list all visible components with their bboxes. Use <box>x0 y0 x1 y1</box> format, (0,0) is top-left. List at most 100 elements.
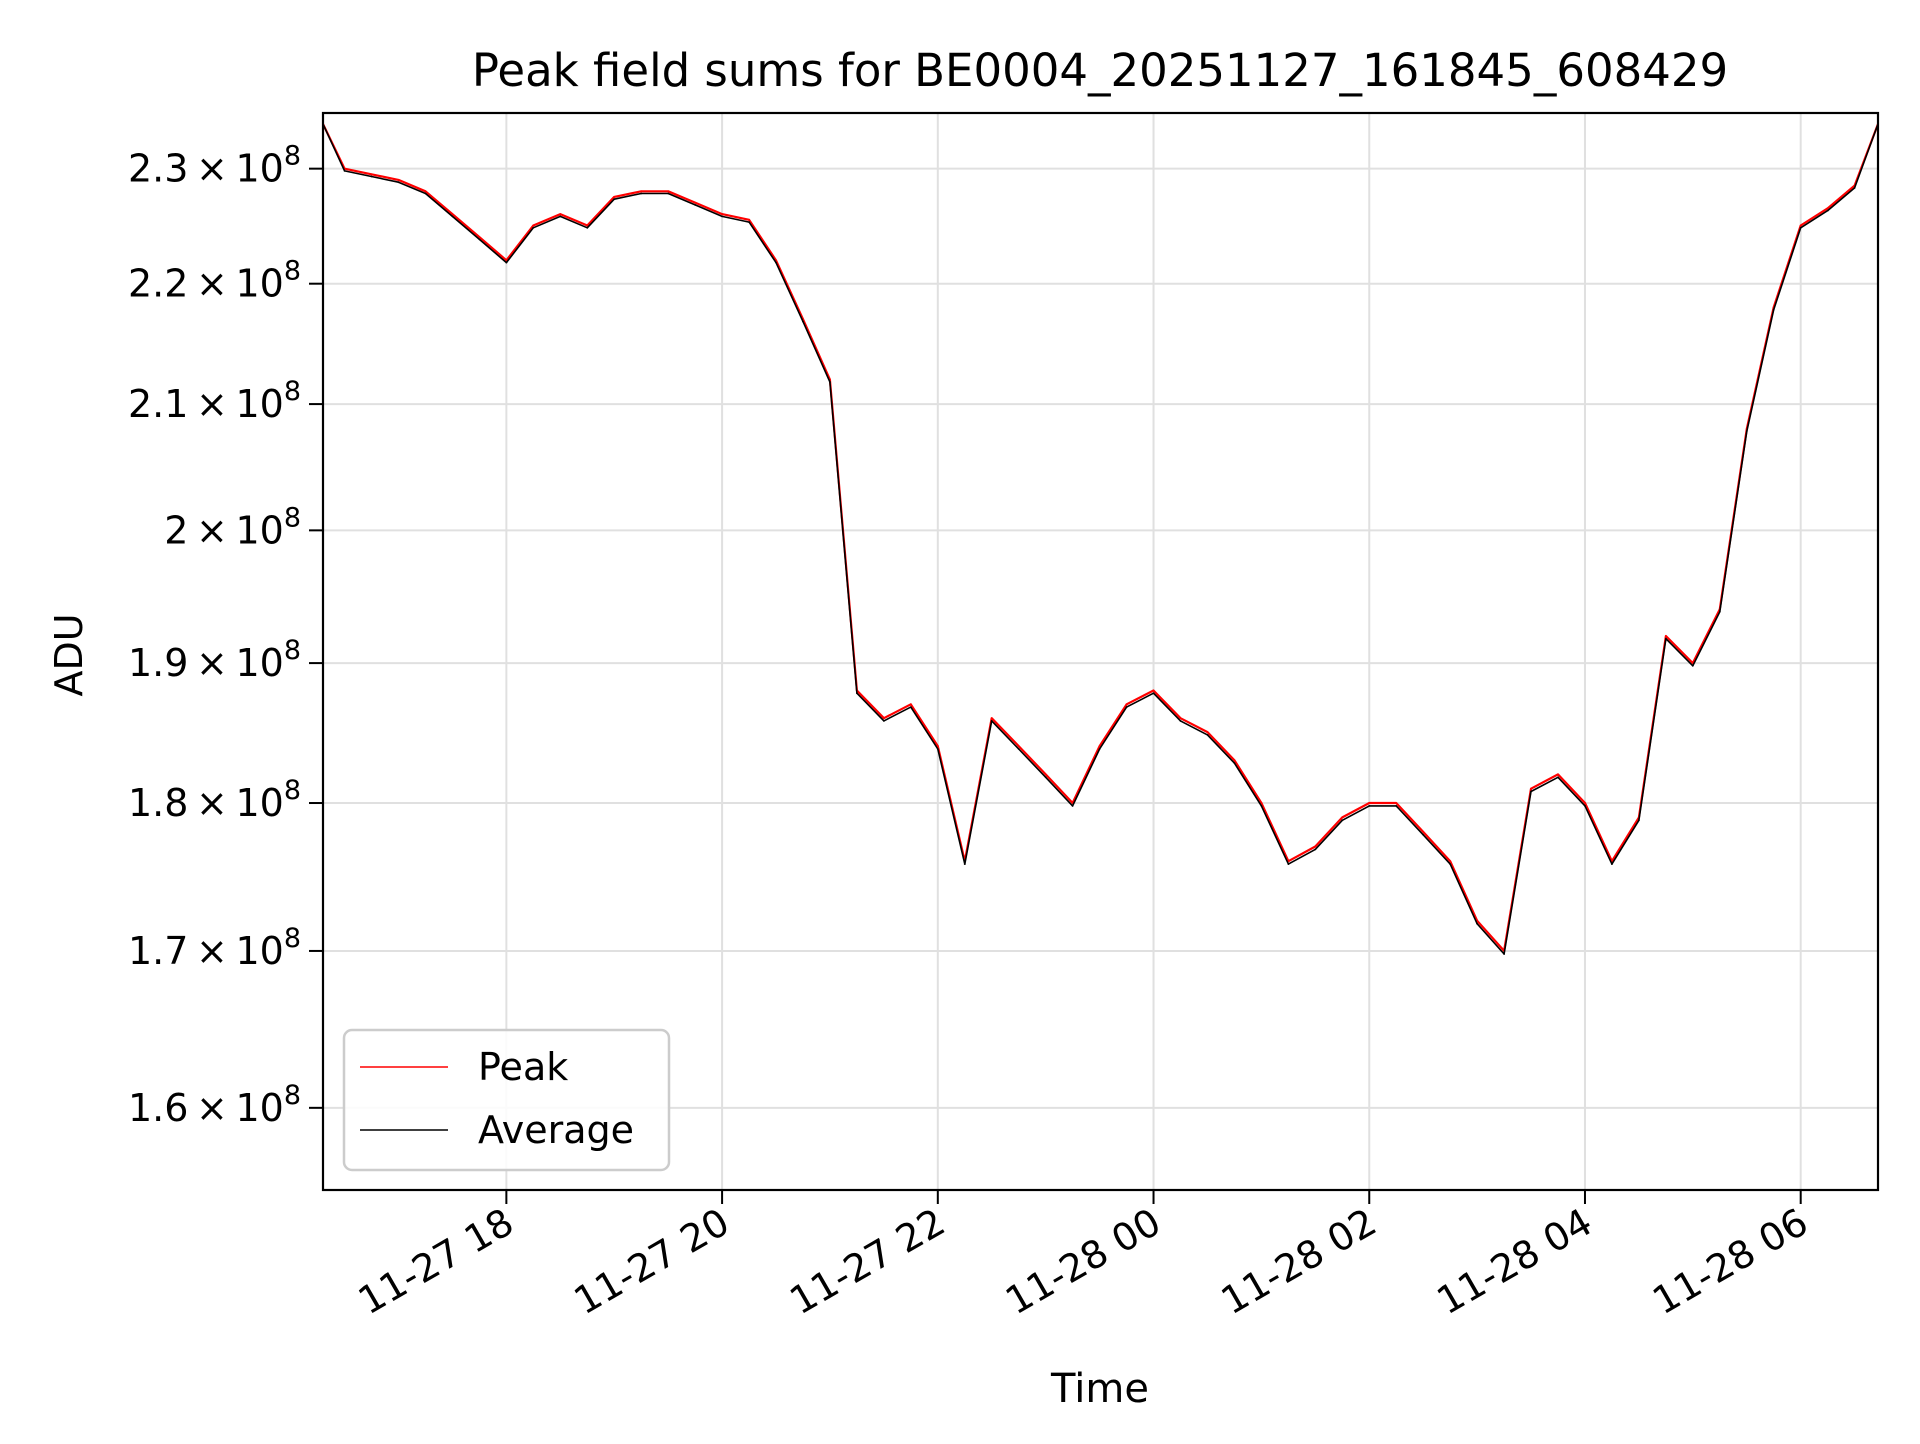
data-point <box>478 238 481 241</box>
data-point <box>640 190 643 193</box>
data-point <box>1260 805 1263 807</box>
data-point <box>397 181 400 184</box>
legend: Peak Average <box>342 1028 671 1172</box>
data-point <box>856 692 858 695</box>
grid <box>323 113 1878 1190</box>
data-point <box>1826 209 1829 212</box>
data-point <box>370 175 373 178</box>
data-point <box>1395 805 1398 807</box>
y-axis-label: ADU <box>47 613 91 696</box>
data-point <box>829 381 831 383</box>
data-point <box>1287 863 1290 865</box>
data-point <box>1395 802 1398 804</box>
data-point <box>1638 819 1640 822</box>
y-tick-label: 2.2 × 108 <box>128 256 301 306</box>
data-point <box>397 179 400 181</box>
data-point <box>1665 637 1667 640</box>
data-point <box>1584 802 1586 804</box>
data-point <box>667 190 670 193</box>
data-point <box>1503 953 1505 955</box>
y-tick-label: 1.7 × 108 <box>128 923 301 973</box>
data-point <box>1691 664 1694 667</box>
data-point <box>1260 802 1263 804</box>
data-point <box>1557 773 1559 776</box>
series-average <box>322 123 1879 955</box>
data-point <box>1530 790 1532 793</box>
data-point <box>990 717 993 720</box>
data-point <box>1745 430 1748 433</box>
data-point <box>451 213 454 216</box>
data-point <box>1665 635 1667 637</box>
data-point <box>505 261 508 264</box>
data-point <box>1179 720 1182 722</box>
data-point <box>1799 226 1802 229</box>
data-point <box>424 190 427 193</box>
y-tick-label: 1.6 × 108 <box>128 1080 301 1130</box>
data-point <box>1422 833 1425 836</box>
y-tick-label: 2.1 × 108 <box>128 376 301 426</box>
data-point <box>721 215 723 218</box>
data-point <box>748 221 750 224</box>
data-point <box>1071 805 1074 807</box>
data-point <box>1799 224 1802 227</box>
data-point <box>1341 816 1344 819</box>
data-point <box>963 863 966 865</box>
data-point <box>936 745 939 747</box>
data-point <box>1772 308 1775 311</box>
data-point <box>909 703 912 706</box>
y-tick-label: 2.3 × 108 <box>128 141 301 191</box>
data-point <box>1206 734 1209 736</box>
y-tick-label: 1.9 × 108 <box>128 635 301 685</box>
data-point <box>424 192 427 195</box>
data-point <box>613 196 616 198</box>
data-point <box>1017 748 1020 750</box>
data-point <box>909 706 912 708</box>
data-point <box>1125 703 1128 706</box>
data-point <box>1611 863 1613 865</box>
plot-lines <box>322 123 1880 955</box>
data-point <box>1098 745 1101 747</box>
data-point <box>775 261 777 264</box>
y-tick-label: 1.8 × 108 <box>128 775 301 825</box>
data-point <box>370 173 373 176</box>
legend-box <box>342 1028 671 1172</box>
data-point <box>1718 610 1721 613</box>
data-point <box>1476 922 1478 925</box>
legend-label-peak: Peak <box>478 1045 568 1089</box>
data-point <box>559 215 562 218</box>
data-point <box>343 170 346 172</box>
data-point <box>451 215 454 218</box>
data-point <box>532 224 535 227</box>
data-point <box>1314 848 1317 851</box>
data-point <box>1233 759 1236 762</box>
data-point <box>1152 689 1155 692</box>
data-point <box>1152 692 1155 695</box>
data-point <box>990 720 993 722</box>
data-point <box>1098 748 1101 750</box>
data-point <box>1233 762 1236 764</box>
legend-label-average: Average <box>478 1108 634 1152</box>
data-point <box>640 192 643 195</box>
data-point <box>1341 819 1344 822</box>
data-point <box>694 201 696 204</box>
data-point <box>532 226 535 229</box>
data-point <box>802 320 804 323</box>
data-point <box>1314 845 1317 848</box>
data-point <box>1449 860 1452 863</box>
y-tick-label: 2 × 108 <box>164 502 301 552</box>
data-point <box>721 213 723 216</box>
data-point <box>1530 787 1532 790</box>
data-point <box>1125 706 1128 708</box>
data-point <box>613 198 616 201</box>
data-point <box>1206 731 1209 733</box>
y-axis-ticks: 1.6 × 108 1.7 × 108 1.8 × 108 1.9 × 108 2 × … <box>128 141 323 1130</box>
data-point <box>586 226 589 229</box>
data-point <box>667 192 670 195</box>
data-point <box>478 236 481 239</box>
data-point <box>1017 745 1020 747</box>
data-point <box>1853 187 1856 189</box>
data-point <box>1584 805 1586 807</box>
series-peak <box>322 123 1880 952</box>
